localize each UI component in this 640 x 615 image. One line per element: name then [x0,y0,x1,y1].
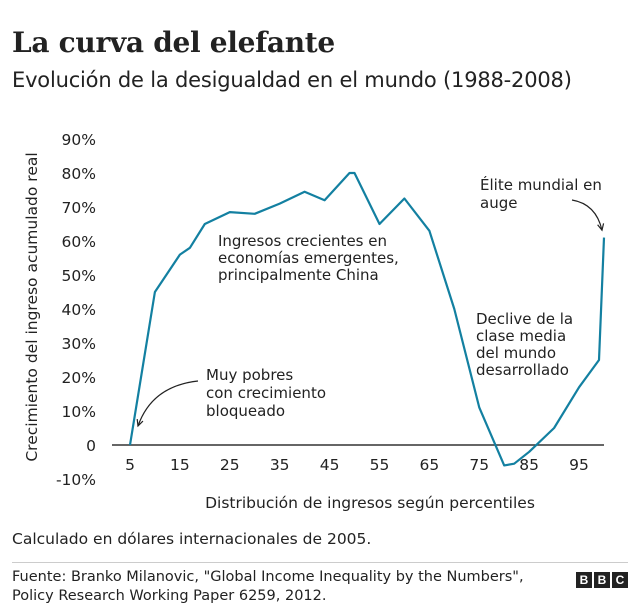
annotation-text: Élite mundial en auge [480,175,602,212]
annotations: Muy pobres con crecimiento bloqueado Ingres… [206,175,602,420]
x-axis-title: Distribución de ingresos según percentil… [205,494,535,512]
x-axis-ticks: 5 15 25 35 45 55 65 75 85 95 [125,456,589,474]
x-tick-label: 5 [125,456,135,474]
x-tick-label: 45 [320,456,340,474]
y-tick-label: 50% [62,267,96,285]
y-tick-label: 10% [62,403,96,421]
annotation-line: bloqueado [206,402,285,420]
x-tick-label: 55 [370,456,390,474]
x-tick-label: 35 [270,456,290,474]
annotation-text: Declive de la clase media del mundo desarro… [476,310,573,379]
annotation-line: principalmente China [218,266,379,284]
x-tick-label: 95 [569,456,589,474]
footnote: Calculado en dólares internacionales de … [12,530,372,548]
annotation-line: Ingresos crecientes en [218,232,387,250]
annotation-line: Declive de la [476,310,573,328]
y-tick-label: 80% [62,165,96,183]
bbc-logo-block: B [594,572,610,588]
x-tick-label: 85 [519,456,539,474]
x-tick-label: 15 [170,456,190,474]
y-tick-label: -10% [56,471,96,489]
x-tick-label: 65 [420,456,440,474]
annotation-text: Ingresos crecientes en economías emergent… [218,232,399,284]
y-axis-ticks: -10% 0 10% 20% 30% 40% 50% 60% 70% 80% 90% [56,131,96,489]
chart-subtitle: Evolución de la desigualdad en el mundo … [12,68,572,92]
y-tick-label: 70% [62,199,96,217]
source-credit: Fuente: Branko Milanovic, "Global Income… [12,569,524,604]
annotation-arrow [571,199,603,231]
chart-title: La curva del elefante [12,26,335,59]
x-tick-label: 75 [469,456,489,474]
annotation-line: auge [480,194,517,212]
bbc-logo-block: B [576,572,592,588]
y-axis-title: Crecimiento del ingreso acumulado real [23,152,41,461]
bbc-logo: B B C [576,572,628,588]
y-tick-label: 0 [86,437,96,455]
annotation-line: Élite mundial en [480,175,602,194]
footer-divider [12,562,628,563]
chart-area: -10% 0 10% 20% 30% 40% 50% 60% 70% 80% 90% 5 15 25 35… [23,131,606,512]
annotation-arrowhead [136,418,144,428]
y-tick-label: 60% [62,233,96,251]
annotation-line: desarrollado [476,361,569,379]
y-tick-label: 40% [62,301,96,319]
annotation-line: con crecimiento [206,384,326,402]
annotation-line: Muy pobres [206,366,293,384]
annotation-arrow [137,380,199,427]
annotation-arrows [136,199,605,428]
bbc-logo-block: C [612,572,628,588]
y-tick-label: 90% [62,131,96,149]
annotation-line: economías emergentes, [218,249,399,267]
annotation-arrowhead [597,223,605,232]
x-tick-label: 25 [220,456,240,474]
series-line [128,171,606,467]
y-tick-label: 30% [62,335,96,353]
y-tick-label: 20% [62,369,96,387]
annotation-text: Muy pobres con crecimiento bloqueado [206,366,326,420]
annotation-line: clase media [476,327,566,345]
annotation-line: del mundo [476,344,556,362]
